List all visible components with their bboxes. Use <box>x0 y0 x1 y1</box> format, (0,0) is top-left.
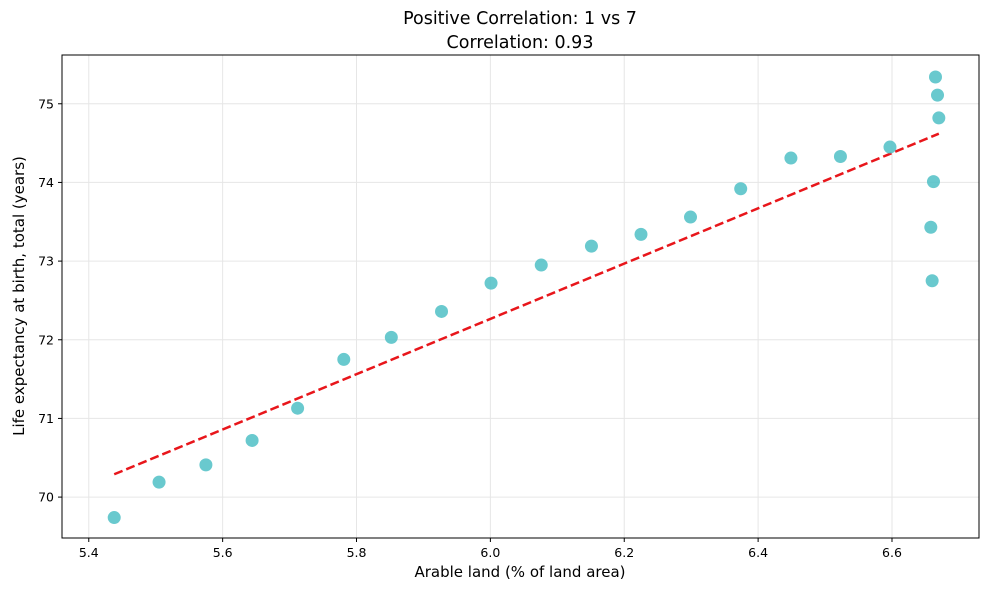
data-point <box>584 239 598 253</box>
data-point <box>926 175 940 189</box>
chart-title: Positive Correlation: 1 vs 7 <box>403 9 637 29</box>
x-tick-label: 6.2 <box>614 545 634 560</box>
trend-line <box>113 132 940 476</box>
x-axis-label: Arable land (% of land area) <box>414 563 625 581</box>
data-point <box>924 220 938 234</box>
data-point <box>784 151 798 165</box>
data-point <box>384 330 398 344</box>
data-point <box>291 401 305 415</box>
chart-subtitle: Correlation: 0.93 <box>447 33 594 53</box>
x-tick-label: 6.6 <box>882 545 902 560</box>
data-point <box>245 433 259 447</box>
y-tick-label: 72 <box>38 332 54 347</box>
data-point <box>199 458 213 472</box>
x-axis-ticks: 5.4 5.6 5.8 6.0 6.2 6.4 6.6 <box>79 538 902 560</box>
y-tick-label: 71 <box>38 411 54 426</box>
plot-frame <box>61 54 980 539</box>
data-point <box>925 274 939 288</box>
y-tick-label: 73 <box>38 254 54 269</box>
data-point <box>484 276 498 290</box>
data-point <box>534 258 548 272</box>
y-axis-ticks: 70 71 72 73 74 75 <box>38 96 62 505</box>
y-tick-label: 70 <box>38 490 54 505</box>
x-tick-label: 5.8 <box>347 545 367 560</box>
data-point <box>684 210 698 224</box>
data-point <box>337 352 351 366</box>
points-layer <box>107 70 946 525</box>
x-tick-label: 6.0 <box>480 545 500 560</box>
data-point <box>883 140 897 154</box>
y-tick-label: 75 <box>38 96 54 111</box>
data-point <box>833 149 847 163</box>
data-point <box>634 227 648 241</box>
trendline-layer <box>113 132 940 476</box>
data-point <box>734 182 748 196</box>
data-point <box>435 304 449 318</box>
data-point <box>107 511 121 525</box>
y-axis-label: Life expectancy at birth, total (years) <box>10 156 28 436</box>
grid-layer <box>62 55 979 538</box>
data-point <box>932 111 946 125</box>
x-tick-label: 6.4 <box>748 545 768 560</box>
y-tick-label: 74 <box>38 175 54 190</box>
x-tick-label: 5.6 <box>213 545 233 560</box>
data-point <box>152 475 166 489</box>
data-point <box>928 70 942 84</box>
data-point <box>931 88 945 102</box>
x-tick-label: 5.4 <box>79 545 99 560</box>
